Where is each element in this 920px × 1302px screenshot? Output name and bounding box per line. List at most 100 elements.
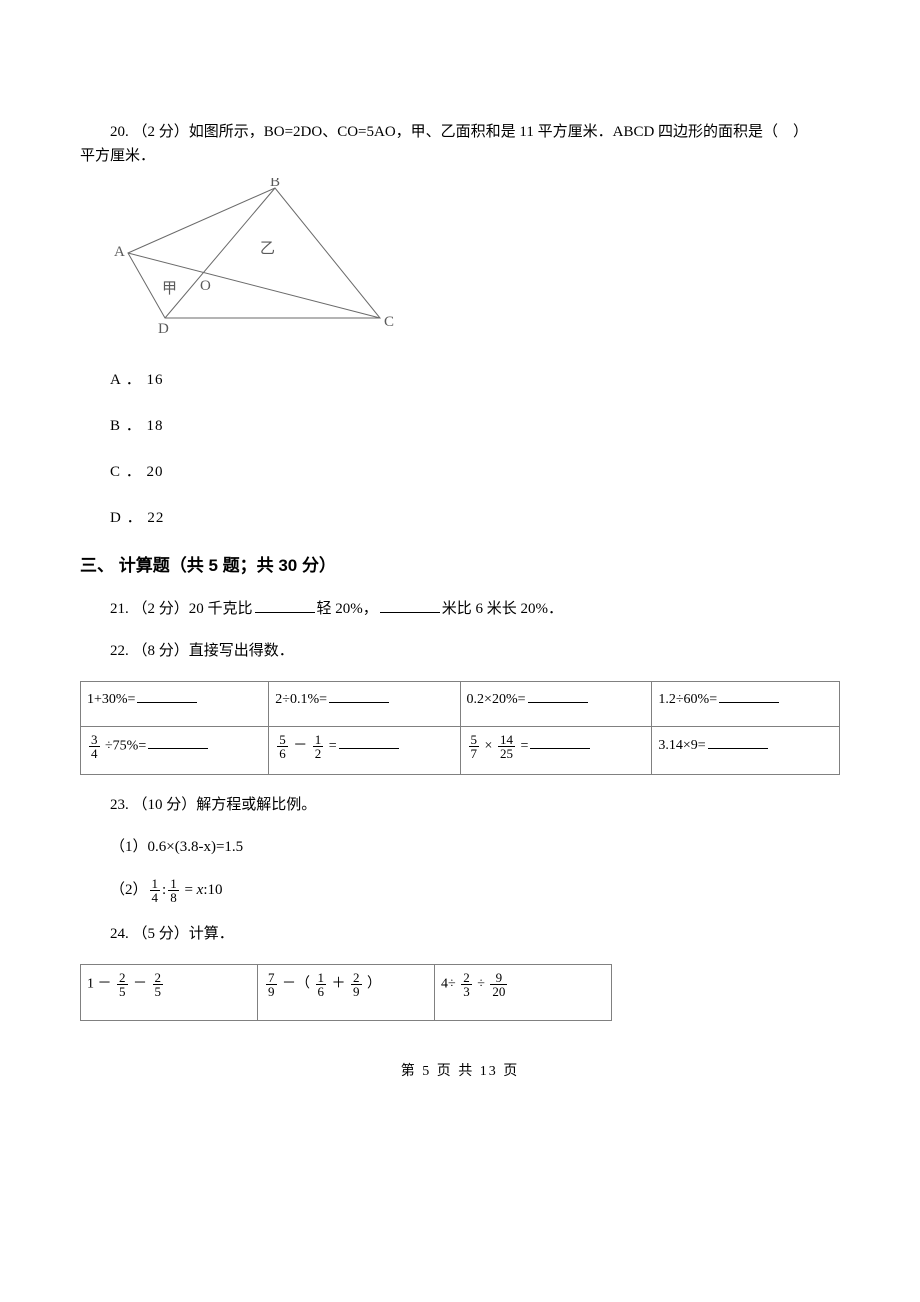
frac-num: 7	[266, 971, 277, 985]
q22-r2c1: 34 ÷75%=	[81, 726, 269, 774]
q24-c2: 79 －（ 16 ＋ 29 ）	[258, 964, 435, 1020]
question-21: 21. （2 分）20 千克比 轻 20%， 米比 6 米长 20%．	[80, 597, 840, 621]
cell-text: －	[290, 738, 311, 753]
frac-den: 7	[469, 747, 480, 760]
q23-part1: （1）0.6×(3.8-x)=1.5	[80, 835, 840, 859]
label-c: C	[384, 314, 394, 330]
frac-num: 5	[469, 733, 480, 747]
fraction: 34	[89, 733, 100, 760]
label-b: B	[270, 178, 280, 190]
label-jia: 甲	[162, 281, 177, 297]
q21-blank-2	[380, 597, 440, 613]
op: ÷	[448, 976, 459, 991]
question-22-stem: 22. （8 分）直接写出得数．	[80, 639, 840, 663]
question-23-stem: 23. （10 分）解方程或解比例。	[80, 793, 840, 817]
cell-text: =	[325, 738, 336, 753]
blank	[339, 734, 399, 749]
q20-figure: A B C D O 甲 乙	[110, 178, 840, 346]
blank	[530, 734, 590, 749]
q20-svg: A B C D O 甲 乙	[110, 178, 400, 338]
frac-num: 9	[490, 971, 507, 985]
fraction: 18	[168, 877, 179, 904]
paren: ）	[364, 976, 382, 991]
frac-den: 3	[461, 985, 472, 998]
q21-blank-1	[255, 597, 315, 613]
val: 4	[441, 976, 448, 991]
blank	[719, 688, 779, 703]
frac-num: 14	[498, 733, 515, 747]
fraction: 29	[351, 971, 362, 998]
fraction: 25	[153, 971, 164, 998]
op: －	[130, 976, 151, 991]
section-3-heading: 三、 计算题（共 5 题；共 30 分）	[80, 552, 840, 579]
poly-abcd	[128, 188, 380, 318]
question-20: 20. （2 分）如图所示，BO=2DO、CO=5AO，甲、乙面积和是 11 平…	[80, 120, 840, 530]
op: －（	[279, 976, 314, 991]
blank	[329, 688, 389, 703]
frac-den: 8	[168, 891, 179, 904]
q24-c1: 1 － 25 － 25	[81, 964, 258, 1020]
q20-option-c: C ． 20	[80, 460, 840, 484]
label-o: O	[200, 278, 211, 294]
cell-text: 1+30%=	[87, 692, 135, 707]
table-row: 1+30%= 2÷0.1%= 0.2×20%= 1.2÷60%=	[81, 682, 840, 726]
frac-den: 5	[153, 985, 164, 998]
frac-num: 1	[316, 971, 327, 985]
q20-option-a: A ． 16	[80, 368, 840, 392]
q22-r1c3: 0.2×20%=	[460, 682, 652, 726]
frac-num: 2	[117, 971, 128, 985]
frac-num: 1	[313, 733, 324, 747]
label-yi: 乙	[260, 241, 275, 257]
frac-den: 2	[313, 747, 324, 760]
blank	[137, 688, 197, 703]
line-bd	[165, 188, 275, 318]
q24-c3: 4÷ 23 ÷ 920	[435, 964, 612, 1020]
fraction: 56	[277, 733, 288, 760]
q22-table: 1+30%= 2÷0.1%= 0.2×20%= 1.2÷60%= 34 ÷75%…	[80, 681, 840, 774]
q22-r1c4: 1.2÷60%=	[652, 682, 840, 726]
q20-stem-line2: 平方厘米．	[80, 144, 840, 168]
frac-den: 9	[351, 985, 362, 998]
op: －	[94, 976, 115, 991]
cell-text: ×	[481, 738, 496, 753]
blank	[528, 688, 588, 703]
fraction: 23	[461, 971, 472, 998]
cell-text: =	[517, 738, 528, 753]
q21-part3: 米比 6 米长 20%．	[442, 601, 563, 617]
q20-stem-suffix: ）	[793, 124, 808, 140]
table-row: 1 － 25 － 25 79 －（ 16 ＋ 29 ） 4÷ 23 ÷ 920	[81, 964, 612, 1020]
fraction: 25	[117, 971, 128, 998]
fraction: 79	[266, 971, 277, 998]
frac-num: 2	[461, 971, 472, 985]
frac-num: 2	[351, 971, 362, 985]
op: ÷	[474, 976, 489, 991]
fraction: 920	[490, 971, 507, 998]
q24-table: 1 － 25 － 25 79 －（ 16 ＋ 29 ） 4÷ 23 ÷ 920	[80, 964, 612, 1021]
label-d: D	[158, 321, 169, 337]
frac-num: 2	[153, 971, 164, 985]
q21-part2: 轻 20%，	[317, 601, 378, 617]
q20-stem-prefix: 20. （2 分）如图所示，BO=2DO、CO=5AO，甲、乙面积和是 11 平…	[110, 124, 778, 140]
frac-den: 6	[316, 985, 327, 998]
cell-text: ÷75%=	[102, 738, 147, 753]
val: 1	[87, 976, 94, 991]
val-10: 10	[208, 882, 223, 898]
frac-den: 6	[277, 747, 288, 760]
q20-option-d: D ． 22	[80, 506, 840, 530]
label-a: A	[114, 244, 125, 260]
q22-r1c2: 2÷0.1%=	[269, 682, 460, 726]
page-footer: 第 5 页 共 13 页	[80, 1061, 840, 1083]
frac-num: 3	[89, 733, 100, 747]
q22-r2c2: 56 － 12 =	[269, 726, 460, 774]
frac-den: 20	[490, 985, 507, 998]
colon: :	[162, 882, 166, 898]
frac-num: 1	[168, 877, 179, 891]
fraction: 12	[313, 733, 324, 760]
q21-part1: 21. （2 分）20 千克比	[110, 601, 253, 617]
equals: =	[181, 882, 197, 898]
q22-r2c3: 57 × 1425 =	[460, 726, 652, 774]
page-container: 20. （2 分）如图所示，BO=2DO、CO=5AO，甲、乙面积和是 11 平…	[0, 0, 920, 1113]
cell-text: 1.2÷60%=	[658, 692, 717, 707]
q20-stem-line1: 20. （2 分）如图所示，BO=2DO、CO=5AO，甲、乙面积和是 11 平…	[80, 120, 840, 144]
fraction: 57	[469, 733, 480, 760]
